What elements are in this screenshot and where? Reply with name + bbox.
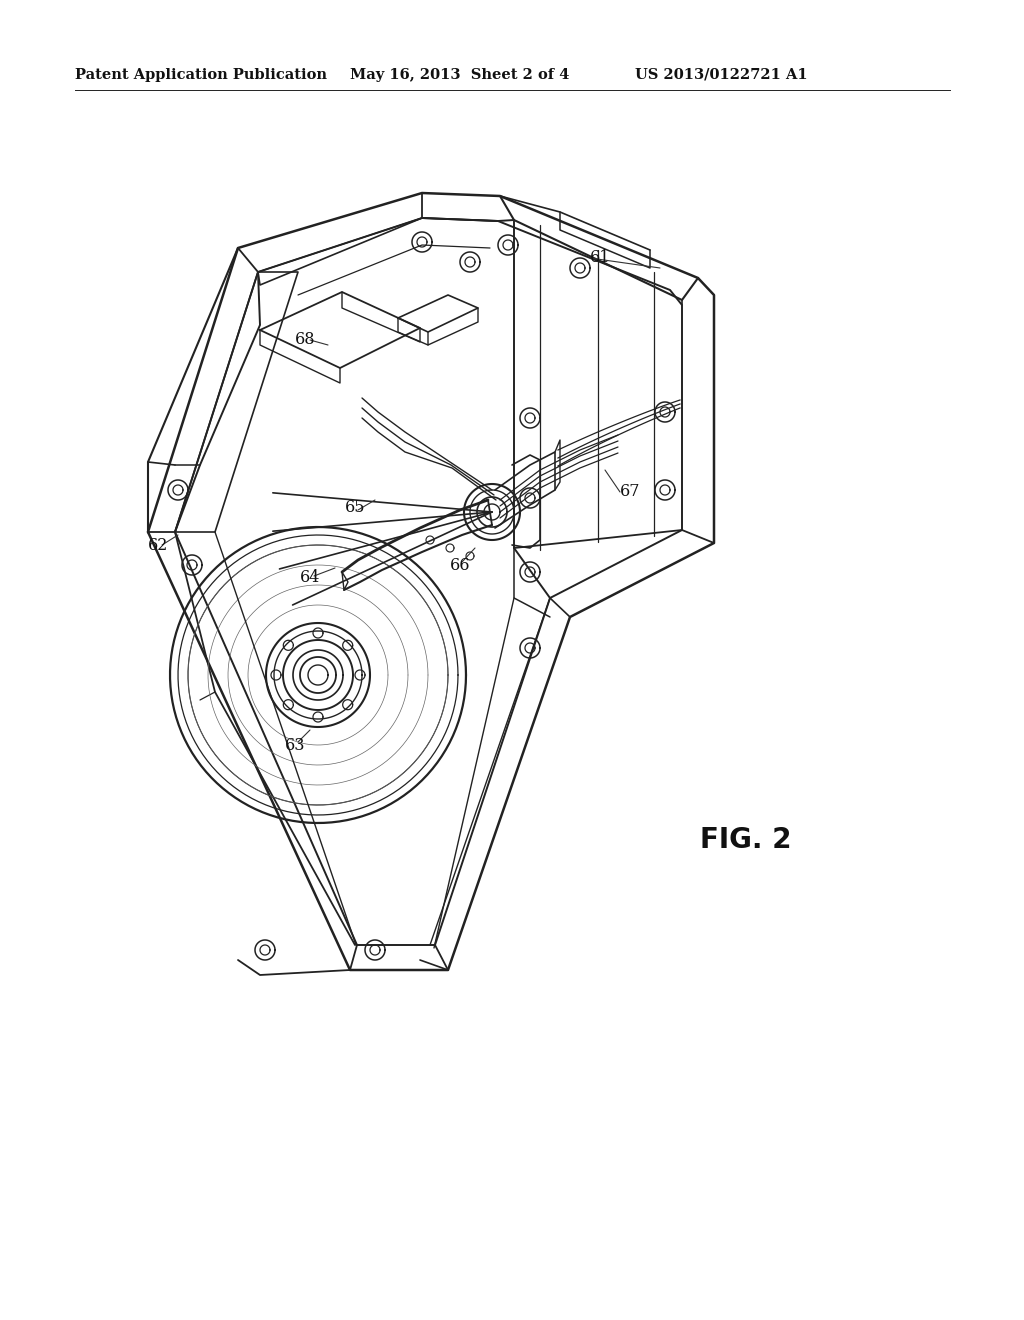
Text: Patent Application Publication: Patent Application Publication — [75, 69, 327, 82]
Text: 66: 66 — [450, 557, 470, 573]
Text: FIG. 2: FIG. 2 — [700, 826, 792, 854]
Text: May 16, 2013  Sheet 2 of 4: May 16, 2013 Sheet 2 of 4 — [350, 69, 569, 82]
Text: 65: 65 — [345, 499, 366, 516]
Text: 64: 64 — [300, 569, 321, 586]
Text: 67: 67 — [620, 483, 640, 500]
Text: US 2013/0122721 A1: US 2013/0122721 A1 — [635, 69, 808, 82]
Text: 63: 63 — [285, 737, 305, 754]
Text: 61: 61 — [590, 249, 610, 267]
Text: 62: 62 — [147, 536, 168, 553]
Text: 68: 68 — [295, 331, 315, 348]
